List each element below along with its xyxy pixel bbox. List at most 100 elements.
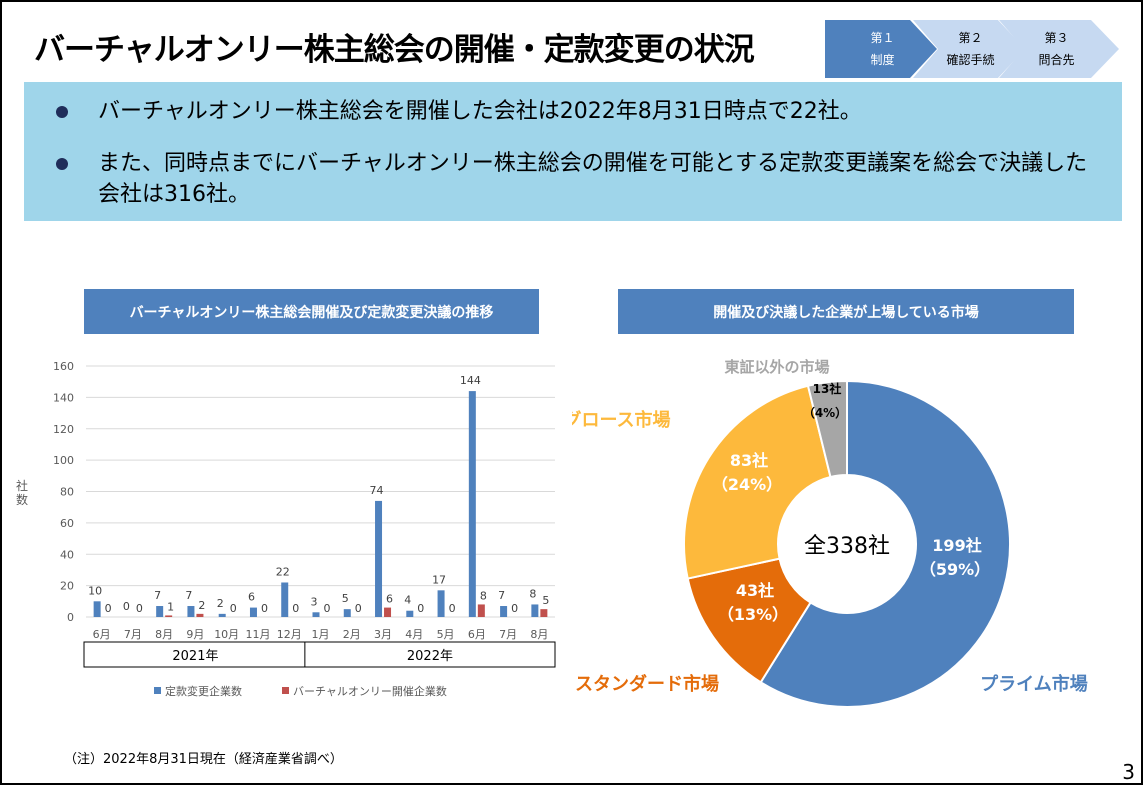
legend-label: バーチャルオンリー開催企業数: [293, 684, 447, 698]
slice-value: 13社: [813, 381, 842, 396]
bar-virtual: [540, 609, 548, 617]
data-label: 5: [542, 594, 549, 607]
data-label: 0: [230, 602, 237, 615]
donut-center-label: 全338社: [804, 534, 890, 559]
data-label: 17: [432, 573, 446, 586]
step-1[interactable]: 第１ 制度: [825, 20, 940, 78]
y-tick-label: 100: [53, 454, 74, 467]
pie-chart-title: 開催及び決議した企業が上場している市場: [618, 289, 1074, 334]
bar-teikan: [93, 601, 101, 617]
data-label: 8: [529, 587, 536, 600]
donut-slice: [686, 557, 812, 684]
y-tick-label: 140: [53, 391, 74, 404]
bar-teikan: [406, 610, 414, 617]
data-label: 3: [311, 595, 318, 608]
x-tick-label: 6月: [93, 628, 111, 641]
x-tick-label: 8月: [155, 628, 173, 641]
bar-teikan: [156, 606, 164, 617]
bar-teikan: [531, 604, 539, 617]
step-2[interactable]: 第２ 確認手続: [913, 20, 1028, 78]
data-label: 7: [154, 589, 161, 602]
step-navigation: 第１ 制度 第２ 確認手続 第３ 問合先: [825, 20, 1125, 78]
slice-percent: （59%）: [920, 560, 990, 579]
step-num: 第２: [958, 31, 983, 45]
legend-label: 定款変更企業数: [165, 684, 242, 698]
legend-swatch: [154, 687, 161, 694]
summary-box: バーチャルオンリー株主総会を開催した会社は2022年8月31日時点で22社。 ま…: [24, 82, 1122, 221]
x-tick-label: 11月: [245, 628, 270, 641]
bar-teikan: [249, 607, 257, 617]
step-label: 制度: [870, 53, 895, 67]
page-title: バーチャルオンリー株主総会の開催・定款変更の状況: [34, 32, 755, 68]
footnote: （注）2022年8月31日現在（経済産業省調べ）: [64, 752, 343, 767]
bar-virtual: [196, 613, 204, 617]
slice-value: 43社: [736, 581, 774, 600]
bar-virtual: [477, 604, 485, 617]
year-axis-box: [83, 641, 556, 668]
step-num: 第３: [1044, 31, 1069, 45]
year-label: 2021年: [172, 649, 218, 664]
data-label: 0: [324, 602, 331, 615]
y-tick-label: 20: [60, 580, 74, 593]
bar-teikan: [437, 590, 445, 617]
bar-teikan: [375, 500, 383, 617]
data-label: 4: [404, 594, 411, 607]
data-label: 0: [123, 600, 130, 613]
bar-teikan: [468, 391, 476, 617]
donut-slice: [683, 384, 832, 580]
bar-virtual: [165, 615, 173, 617]
x-tick-label: 4月: [405, 628, 423, 641]
x-tick-label: 6月: [468, 628, 486, 641]
x-tick-label: 2月: [343, 628, 361, 641]
data-label: 1: [167, 600, 174, 613]
x-tick-label: 10月: [214, 628, 239, 641]
y-tick-label: 120: [53, 423, 74, 436]
x-tick-label: 9月: [186, 628, 204, 641]
data-label: 0: [292, 602, 299, 615]
slice-percent: （24%）: [712, 475, 782, 494]
x-tick-label: 3月: [374, 628, 392, 641]
data-label: 0: [511, 602, 518, 615]
data-label: 22: [276, 565, 290, 578]
data-label: 0: [449, 602, 456, 615]
market-label: プライム市場: [980, 673, 1088, 695]
step-3[interactable]: 第３ 問合先: [999, 20, 1119, 78]
data-label: 0: [417, 602, 424, 615]
y-tick-label: 40: [60, 548, 74, 561]
step-num: 第１: [870, 31, 895, 45]
bar-teikan: [218, 613, 226, 617]
y-tick-label: 60: [60, 517, 74, 530]
bar-teikan: [343, 609, 351, 617]
x-tick-label: 7月: [124, 628, 142, 641]
data-label: 0: [355, 602, 362, 615]
bar-teikan: [281, 582, 289, 617]
x-tick-label: 1月: [312, 628, 330, 641]
bar-virtual: [384, 607, 392, 617]
year-label: 2022年: [407, 649, 453, 664]
bar-teikan: [312, 612, 320, 617]
data-label: 6: [386, 593, 393, 606]
y-axis-label: 社: [16, 478, 28, 493]
donut-slice: [806, 379, 848, 479]
bar-teikan: [187, 606, 195, 617]
slice-value: 83社: [730, 451, 768, 470]
market-label: 東証以外の市場: [724, 358, 829, 376]
step-label: 確認手続: [946, 53, 995, 67]
data-label: 74: [370, 484, 384, 497]
data-label: 144: [460, 374, 481, 387]
x-tick-label: 5月: [437, 628, 455, 641]
y-tick-label: 0: [67, 611, 74, 624]
data-label: 5: [342, 592, 349, 605]
y-tick-label: 80: [60, 486, 74, 499]
data-label: 7: [498, 589, 505, 602]
data-label: 2: [217, 597, 224, 610]
slice-percent: （4%）: [803, 405, 847, 420]
page-number: 3: [1122, 760, 1135, 784]
bar-chart-title: バーチャルオンリー株主総会開催及び定款変更決議の推移: [84, 289, 539, 334]
market-label: スタンダード市場: [575, 673, 719, 695]
legend-swatch: [282, 687, 289, 694]
data-label: 0: [136, 602, 143, 615]
data-label: 10: [88, 584, 102, 597]
data-label: 6: [248, 591, 255, 604]
